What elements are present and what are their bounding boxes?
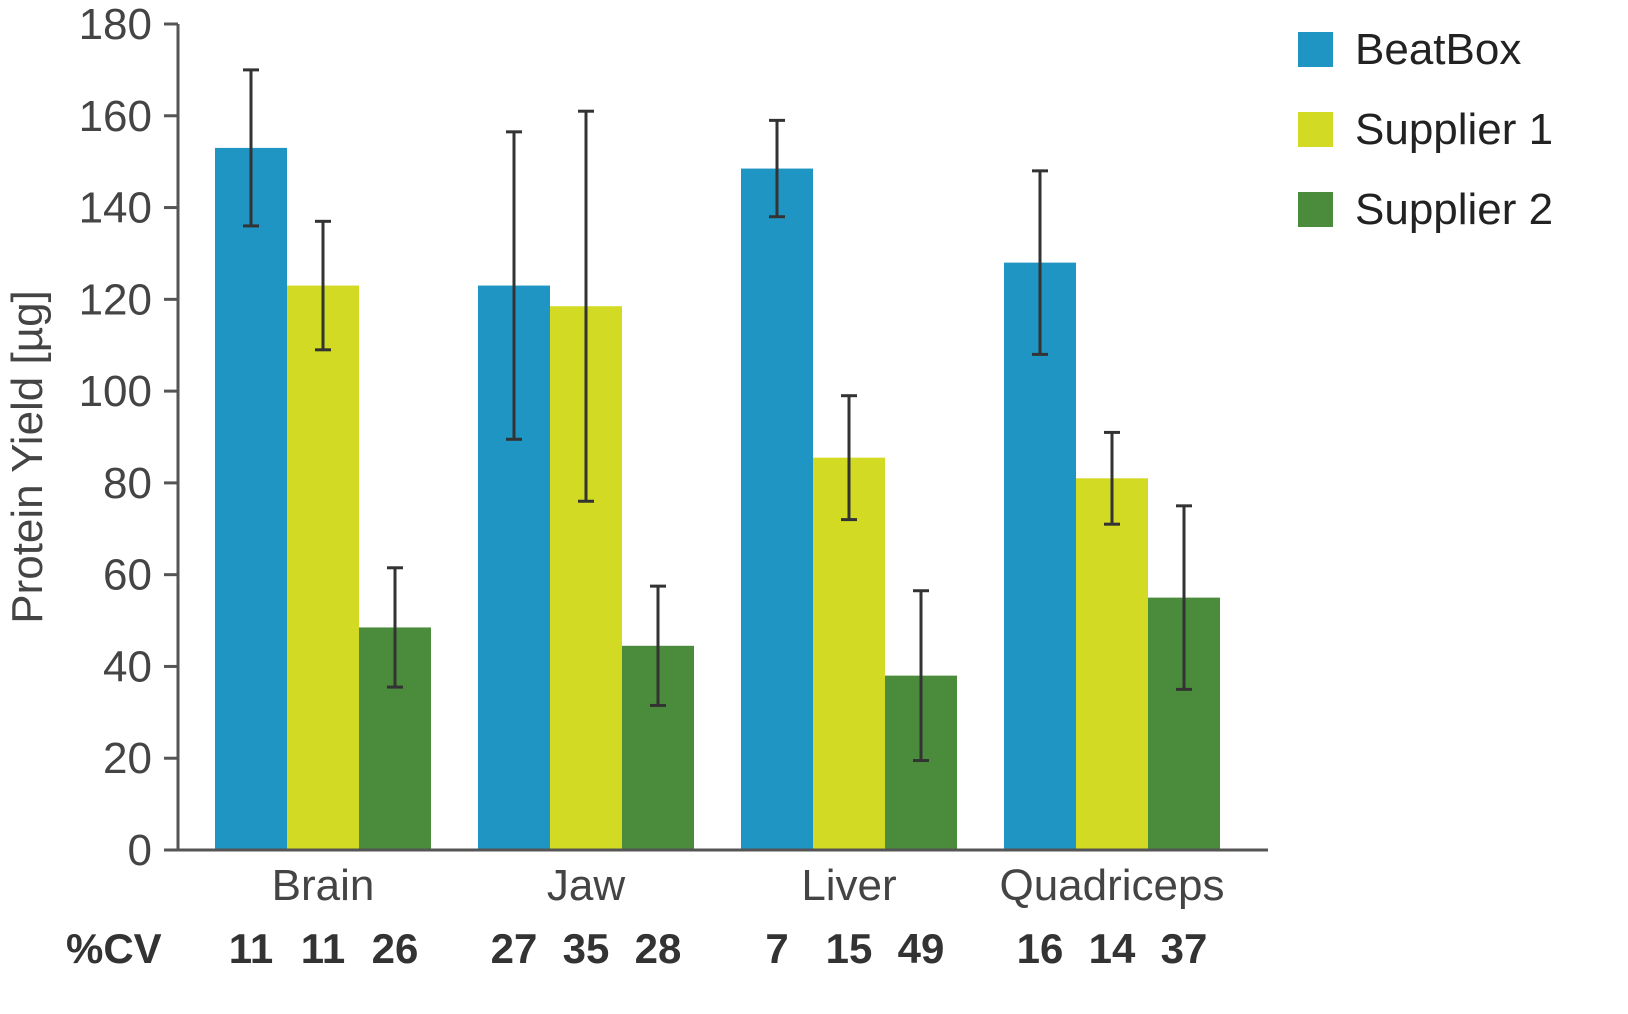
y-tick-label: 100 xyxy=(79,367,152,416)
bar-brain-supplier-1 xyxy=(287,285,359,851)
y-axis-label: Protein Yield [µg] xyxy=(3,290,52,624)
y-tick-label: 180 xyxy=(79,0,152,49)
error-bar-jaw-supplier-2 xyxy=(650,584,666,707)
cv-value: 37 xyxy=(1161,925,1208,972)
error-bar-jaw-beatbox xyxy=(506,130,522,441)
cv-row: %CV 11 11 26 27 35 28 7 15 49 16 14 37 xyxy=(66,925,1207,972)
bar-liver-supplier-1 xyxy=(813,457,885,850)
cv-value: 7 xyxy=(765,925,788,972)
cv-value: 35 xyxy=(563,925,610,972)
error-bar-brain-supplier-2 xyxy=(387,566,403,689)
cv-value: 14 xyxy=(1089,925,1136,972)
error-bar-jaw-supplier-1 xyxy=(578,109,594,503)
x-tick-label: Brain xyxy=(272,861,375,910)
bar-liver-beatbox xyxy=(741,168,813,851)
error-bar-liver-beatbox xyxy=(769,118,785,219)
y-tick-label: 0 xyxy=(128,826,152,875)
cv-label: %CV xyxy=(66,925,162,972)
y-tick-label: 140 xyxy=(79,184,152,233)
bar-quadriceps-beatbox xyxy=(1004,262,1076,851)
y-tick-label: 160 xyxy=(79,92,152,141)
y-tick-label: 80 xyxy=(103,459,152,508)
legend-label: Supplier 2 xyxy=(1355,185,1553,234)
legend-swatch xyxy=(1298,192,1333,227)
y-tick-label: 60 xyxy=(103,551,152,600)
legend-label: Supplier 1 xyxy=(1355,105,1553,154)
error-bar-quadriceps-supplier-2 xyxy=(1176,504,1192,691)
y-tick-label: 120 xyxy=(79,275,152,324)
bar-brain-beatbox xyxy=(215,147,287,850)
cv-value: 15 xyxy=(826,925,873,972)
x-tick-label: Quadriceps xyxy=(999,861,1224,910)
legend-label: BeatBox xyxy=(1355,25,1521,74)
cv-value: 28 xyxy=(635,925,682,972)
error-bar-quadriceps-beatbox xyxy=(1032,169,1048,356)
bars xyxy=(215,147,1220,851)
error-bar-brain-supplier-1 xyxy=(315,219,331,352)
error-bar-quadriceps-supplier-1 xyxy=(1104,430,1120,526)
cv-value: 26 xyxy=(372,925,419,972)
y-tick-label: 40 xyxy=(103,642,152,691)
x-tick-label: Liver xyxy=(801,861,896,910)
error-bar-liver-supplier-1 xyxy=(841,394,857,522)
x-axis: Brain Jaw Liver Quadriceps xyxy=(178,848,1268,910)
y-tick-label: 20 xyxy=(103,734,152,783)
legend-swatch xyxy=(1298,32,1333,67)
y-axis: 0 20 40 60 80 100 120 140 160 180 xyxy=(79,0,180,875)
error-bars xyxy=(243,68,1192,763)
cv-value: 11 xyxy=(301,925,345,972)
cv-value: 49 xyxy=(898,925,945,972)
cv-value: 11 xyxy=(229,925,273,972)
x-tick-label: Jaw xyxy=(547,861,625,910)
bar-quadriceps-supplier-1 xyxy=(1076,478,1148,850)
error-bar-brain-beatbox xyxy=(243,68,259,228)
cv-value: 27 xyxy=(491,925,538,972)
error-bar-liver-supplier-2 xyxy=(913,589,929,763)
legend-swatch xyxy=(1298,112,1333,147)
legend: BeatBox Supplier 1 Supplier 2 xyxy=(1298,25,1553,234)
cv-value: 16 xyxy=(1017,925,1064,972)
